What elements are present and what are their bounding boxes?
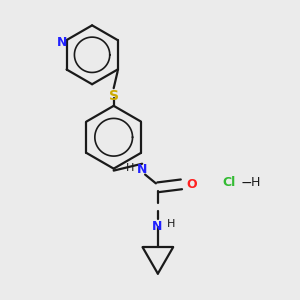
Text: N: N (152, 220, 162, 233)
Text: O: O (186, 178, 196, 191)
Text: N: N (137, 163, 147, 176)
Text: H: H (126, 163, 135, 173)
Text: −: − (240, 176, 252, 189)
Text: H: H (250, 176, 260, 189)
Text: Cl: Cl (222, 176, 235, 189)
Text: S: S (109, 89, 119, 103)
Text: H: H (167, 219, 175, 229)
Text: N: N (56, 35, 67, 49)
